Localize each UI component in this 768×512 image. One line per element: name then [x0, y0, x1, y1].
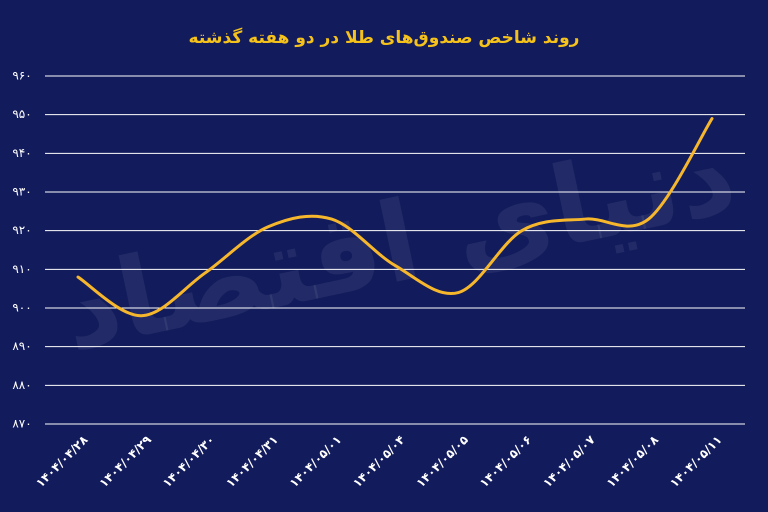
- y-tick-label: ۹۶۰: [12, 69, 31, 83]
- y-tick-label: ۸۸۰: [12, 378, 31, 392]
- line: [76, 117, 714, 318]
- y-tick-label: ۹۵۰: [12, 107, 31, 121]
- y-tick-label: ۹۳۰: [12, 185, 31, 199]
- y-tick-label: ۹۱۰: [12, 262, 31, 276]
- chart-title: روند شاخص صندوق‌های طلا در دو هفته گذشته: [189, 27, 580, 48]
- y-tick-label: ۸۹۰: [12, 339, 31, 353]
- y-tick-label: ۹۲۰: [12, 223, 31, 237]
- y-tick-label: ۸۷۰: [12, 417, 31, 431]
- y-tick-label: ۹۰۰: [12, 301, 31, 315]
- y-tick-label: ۹۴۰: [12, 146, 31, 160]
